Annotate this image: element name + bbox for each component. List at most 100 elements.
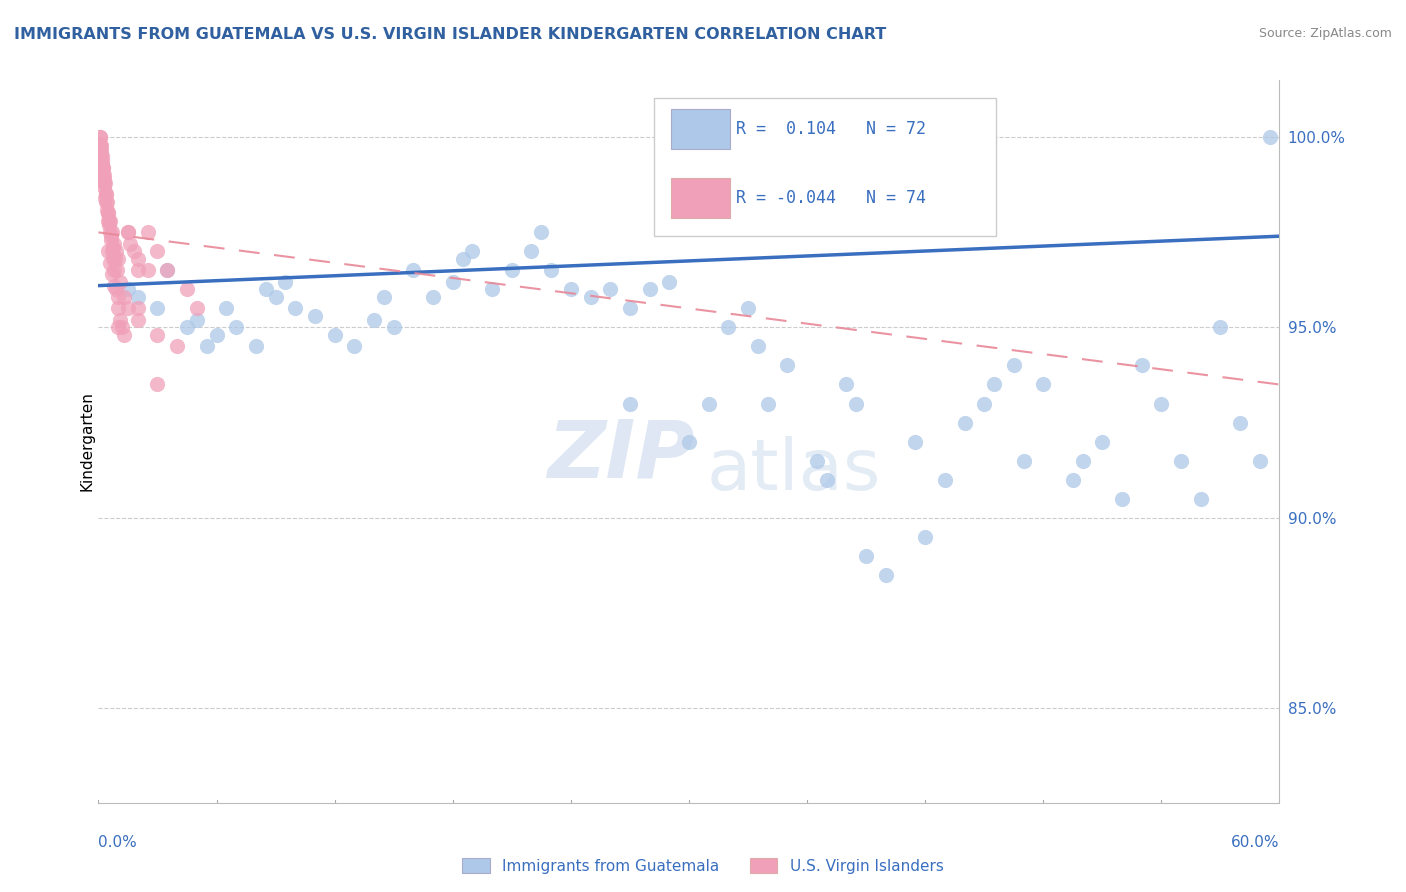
Text: IMMIGRANTS FROM GUATEMALA VS U.S. VIRGIN ISLANDER KINDERGARTEN CORRELATION CHART: IMMIGRANTS FROM GUATEMALA VS U.S. VIRGIN… xyxy=(14,27,886,42)
Point xyxy=(1150,396,1173,410)
Point xyxy=(101,267,124,281)
Point xyxy=(1229,416,1251,430)
Point xyxy=(93,161,115,175)
Point xyxy=(501,263,523,277)
Point xyxy=(363,313,385,327)
Point xyxy=(90,145,112,160)
Point xyxy=(105,244,128,259)
Point xyxy=(91,169,114,183)
Point xyxy=(117,282,139,296)
Point xyxy=(122,244,145,259)
FancyBboxPatch shape xyxy=(671,109,730,149)
Point xyxy=(112,290,135,304)
Point xyxy=(91,149,114,163)
Point xyxy=(1032,377,1054,392)
Point xyxy=(815,473,838,487)
Point xyxy=(461,244,484,259)
Point xyxy=(914,530,936,544)
Point xyxy=(107,301,129,316)
Point xyxy=(96,194,118,209)
Point xyxy=(117,301,139,316)
Point xyxy=(717,320,740,334)
Point xyxy=(156,263,179,277)
Point xyxy=(756,396,779,410)
Text: atlas: atlas xyxy=(707,436,882,505)
Point xyxy=(195,339,218,353)
Point xyxy=(176,320,198,334)
Text: 0.0%: 0.0% xyxy=(98,835,138,850)
Point xyxy=(93,172,115,186)
Point xyxy=(91,157,114,171)
Y-axis label: Kindergarten: Kindergarten xyxy=(80,392,94,491)
Point xyxy=(97,244,120,259)
Point xyxy=(93,161,115,175)
Point xyxy=(1209,320,1232,334)
Point xyxy=(89,130,111,145)
Point xyxy=(776,359,799,373)
Text: ZIP: ZIP xyxy=(547,417,695,495)
Point xyxy=(146,328,169,343)
Point xyxy=(90,142,112,156)
Point xyxy=(343,339,366,353)
Point xyxy=(481,282,503,296)
Point xyxy=(579,290,602,304)
Point xyxy=(104,252,127,266)
Point xyxy=(806,453,828,467)
Point xyxy=(93,179,115,194)
Point xyxy=(186,301,208,316)
Point xyxy=(107,320,129,334)
Point xyxy=(619,301,641,316)
Text: 60.0%: 60.0% xyxy=(1232,835,1279,850)
Point xyxy=(441,275,464,289)
Point xyxy=(983,377,1005,392)
Point xyxy=(1002,359,1025,373)
Point xyxy=(101,226,124,240)
FancyBboxPatch shape xyxy=(654,98,995,235)
Point xyxy=(1091,434,1114,449)
Point xyxy=(136,226,159,240)
Point xyxy=(422,290,444,304)
Point xyxy=(91,153,114,168)
Point xyxy=(245,339,267,353)
Point xyxy=(599,282,621,296)
Point xyxy=(254,282,277,296)
Point xyxy=(540,263,562,277)
Point xyxy=(98,226,121,240)
Point xyxy=(1258,130,1281,145)
Point xyxy=(176,282,198,296)
Point xyxy=(1170,453,1192,467)
Point xyxy=(117,226,139,240)
Point xyxy=(855,549,877,563)
Point xyxy=(96,194,118,209)
Point xyxy=(98,214,121,228)
FancyBboxPatch shape xyxy=(671,178,730,218)
Point xyxy=(1062,473,1084,487)
Point xyxy=(127,313,149,327)
Point xyxy=(94,176,117,190)
Point xyxy=(90,137,112,152)
Point xyxy=(100,229,122,244)
Point xyxy=(103,252,125,266)
Text: R = -0.044   N = 74: R = -0.044 N = 74 xyxy=(737,189,927,207)
Point xyxy=(103,263,125,277)
Point xyxy=(658,275,681,289)
Legend: Immigrants from Guatemala, U.S. Virgin Islanders: Immigrants from Guatemala, U.S. Virgin I… xyxy=(457,852,949,880)
Point xyxy=(402,263,425,277)
Point xyxy=(111,320,134,334)
Point xyxy=(98,256,121,270)
Point xyxy=(166,339,188,353)
Point xyxy=(96,202,118,217)
Point xyxy=(127,301,149,316)
Point xyxy=(747,339,769,353)
Point xyxy=(737,301,759,316)
Point xyxy=(105,263,128,277)
Point xyxy=(953,416,976,430)
Point xyxy=(103,236,125,251)
Point xyxy=(146,301,169,316)
Point xyxy=(1249,453,1271,467)
Point xyxy=(1012,453,1035,467)
Text: R =  0.104   N = 72: R = 0.104 N = 72 xyxy=(737,120,927,138)
Point xyxy=(530,226,553,240)
Point xyxy=(215,301,238,316)
Point xyxy=(638,282,661,296)
